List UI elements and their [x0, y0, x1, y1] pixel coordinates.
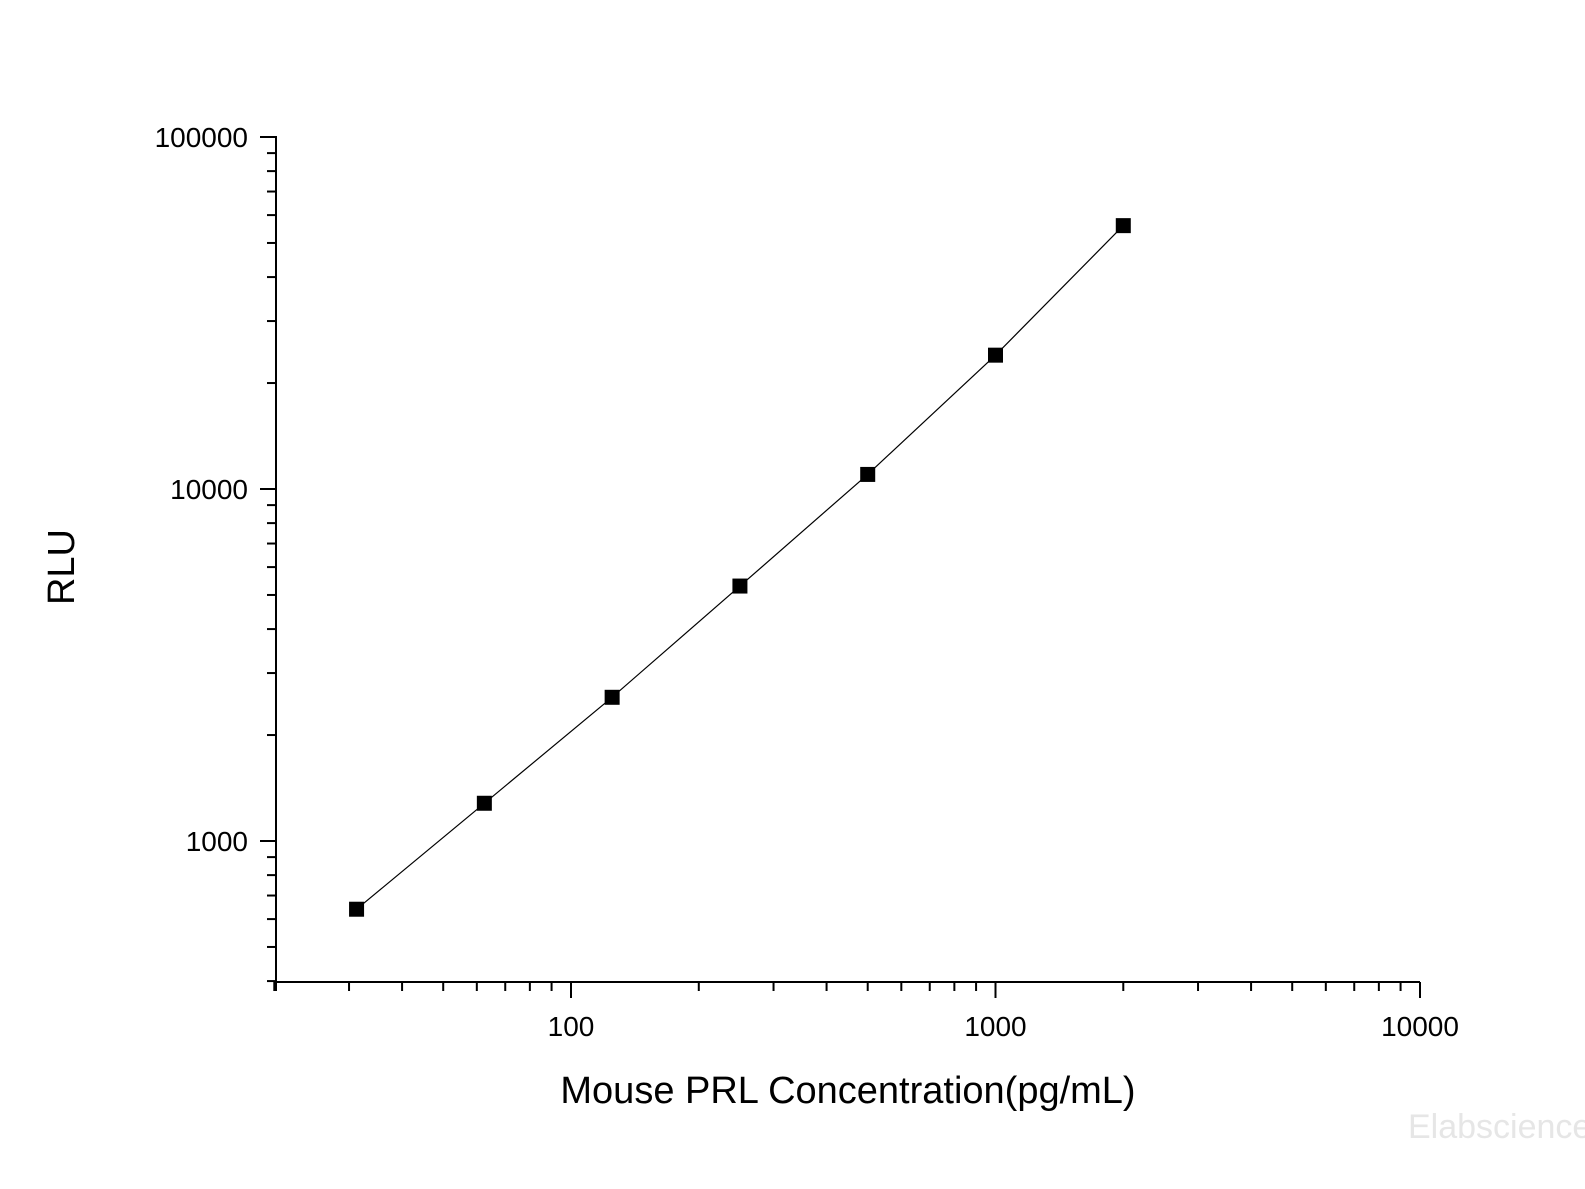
data-point: [349, 901, 365, 917]
data-point: [732, 578, 748, 594]
y-ticks: [260, 136, 276, 983]
series: [349, 218, 1131, 917]
data-point: [476, 795, 492, 811]
y-tick-labels: 1000 10000 100000: [155, 122, 248, 857]
y-tick-label: 1000: [186, 826, 248, 857]
x-axis-title: Mouse PRL Concentration(pg/mL): [560, 1070, 1135, 1112]
x-tick-label: 100: [548, 1011, 595, 1042]
x-ticks: [273, 982, 1421, 998]
data-point: [860, 466, 876, 482]
x-tick-label: 10000: [1381, 1011, 1459, 1042]
data-point: [1115, 218, 1131, 234]
y-tick-label: 10000: [170, 474, 248, 505]
data-point: [988, 347, 1003, 363]
data-point: [604, 689, 620, 705]
series-line: [356, 225, 1124, 910]
axes: [275, 136, 1420, 983]
x-tick-label: 1000: [964, 1011, 1026, 1042]
y-tick-label: 100000: [155, 122, 248, 153]
x-tick-labels: 100 1000 10000: [548, 1011, 1459, 1042]
y-axis-title: RLU: [41, 529, 83, 605]
watermark: Elabscience: [1408, 1108, 1585, 1146]
